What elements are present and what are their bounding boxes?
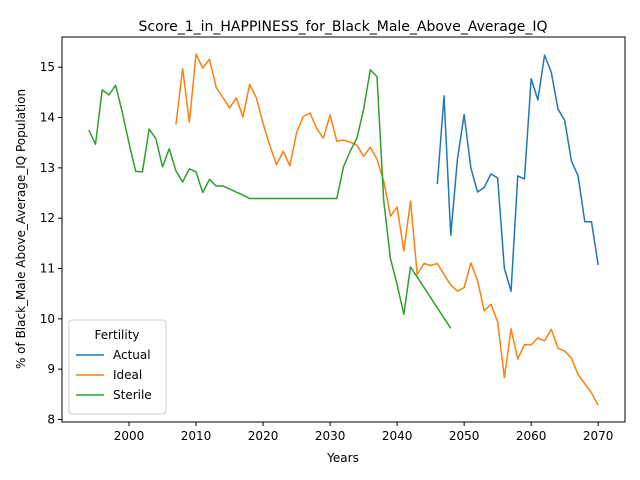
- x-tick-label: 2000: [114, 429, 145, 443]
- series-line-actual: [436, 54, 599, 292]
- legend-items: Actual Ideal Sterile: [76, 348, 152, 402]
- x-tick-label: 2010: [181, 429, 212, 443]
- x-tick-label: 2060: [516, 429, 547, 443]
- y-tick-label: 8: [47, 412, 55, 426]
- x-tick-label: 2030: [315, 429, 346, 443]
- y-tick-label: 10: [40, 312, 55, 326]
- legend-label-sterile: Sterile: [113, 388, 152, 402]
- series-line-ideal: [175, 53, 599, 406]
- x-tick-label: 2040: [382, 429, 413, 443]
- legend-label-actual: Actual: [113, 348, 151, 362]
- plot-frame: [61, 36, 626, 423]
- y-tick-label: 15: [40, 60, 55, 74]
- y-tick-label: 12: [40, 211, 55, 225]
- legend-title: Fertility: [94, 328, 139, 342]
- x-tick-label: 2050: [449, 429, 480, 443]
- legend-label-ideal: Ideal: [113, 368, 142, 382]
- y-axis-label: % of Black_Male Above_Average_IQ Populat…: [14, 89, 28, 369]
- series-layer: [88, 53, 599, 406]
- y-tick-label: 11: [40, 262, 55, 276]
- series-line-sterile: [88, 68, 452, 329]
- legend-box: [68, 319, 167, 415]
- x-tick-label: 2070: [583, 429, 614, 443]
- x-tick-label: 2020: [248, 429, 279, 443]
- y-tick-label: 9: [47, 362, 55, 376]
- y-tick-label: 13: [40, 161, 55, 175]
- y-tick-label: 14: [40, 111, 55, 125]
- axes-layer: 2000 2010 2020 2030 2040 2050 2060 2070 8 9 10 11 12…: [40, 60, 614, 443]
- legend: Fertility Actual Ideal Sterile: [68, 319, 167, 415]
- chart-title: Score_1_in_HAPPINESS_for_Black_Male_Abov…: [139, 19, 548, 35]
- x-axis-label: Years: [326, 451, 359, 465]
